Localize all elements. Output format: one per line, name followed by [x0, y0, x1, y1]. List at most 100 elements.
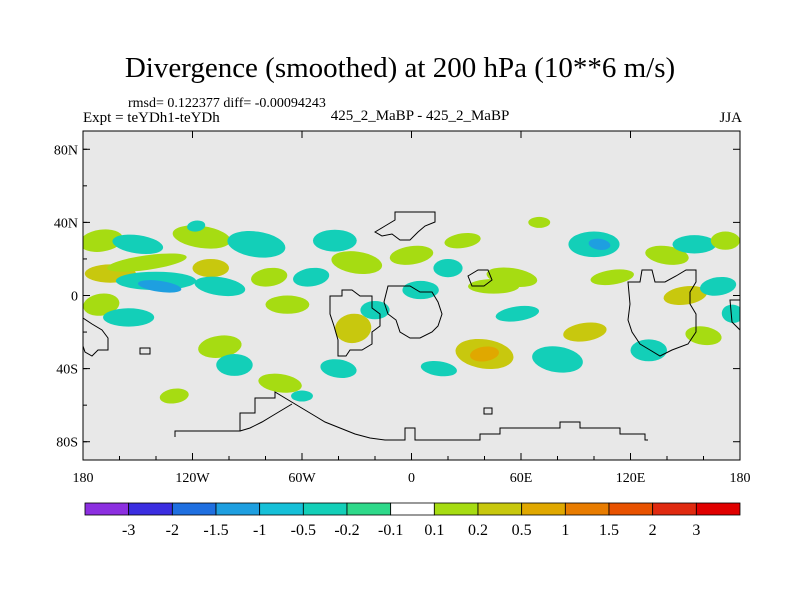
anomaly-blob	[486, 267, 538, 287]
anomaly-blob	[710, 231, 740, 250]
y-tick-label: 80S	[56, 436, 78, 451]
colorbar-box	[346, 502, 392, 516]
case-label: 425_2_MaBP - 425_2_MaBP	[330, 108, 510, 124]
colorbar-label: 0.2	[468, 522, 488, 539]
colorbar-label: 3	[692, 522, 700, 539]
anomaly-blob	[402, 280, 439, 300]
anomaly-blob	[187, 220, 206, 232]
y-tick-label: 40N	[54, 216, 78, 231]
colorbar-label: -0.1	[378, 522, 403, 539]
anomaly-blob	[107, 253, 187, 272]
x-axis: 180 120W 60W 0 60E 120E 180	[73, 131, 751, 486]
continent-outlines	[83, 211, 740, 441]
anomaly-blob	[112, 234, 164, 255]
anomaly-blob	[663, 285, 707, 306]
x-tick-label: 120W	[175, 471, 210, 486]
antarctica-outline	[174, 391, 648, 441]
anomaly-blob	[103, 308, 155, 327]
x-tick-label: 60W	[288, 471, 316, 486]
anomaly-blob	[216, 353, 253, 376]
anomaly-blob	[721, 304, 740, 323]
anomaly-blob	[334, 313, 372, 344]
anomaly-blob	[433, 258, 463, 278]
colorbar-label: -1.5	[203, 522, 228, 539]
anomaly-blob	[251, 267, 288, 287]
colorbar-label: -1	[253, 522, 266, 539]
anomaly-blob	[495, 305, 540, 322]
colorbar-box	[302, 502, 348, 516]
colorbar-box	[390, 502, 435, 516]
anomaly-blob	[699, 276, 737, 296]
x-tick-label: 180	[73, 471, 94, 486]
anomaly-blob	[470, 346, 499, 362]
y-tick-label: 80N	[54, 143, 78, 158]
colorbar-box	[477, 502, 523, 516]
antarctic-peninsula-outline	[239, 403, 293, 432]
colorbar-label: -0.2	[334, 522, 359, 539]
colorbar-box	[433, 502, 479, 516]
anomaly-blob	[528, 216, 551, 228]
colorbar-label: -2	[166, 522, 179, 539]
y-axis: 80N 40N 0 40S 80S	[54, 143, 740, 451]
anomaly-blob	[444, 232, 481, 249]
colorbar-box	[608, 502, 654, 516]
colorbar-label: 2	[649, 522, 657, 539]
colorbar-box	[171, 502, 217, 516]
colorbar-box	[215, 502, 261, 516]
anomaly-blob	[389, 245, 434, 265]
experiment-label: Expt = teYDh1-teYDh	[83, 110, 220, 126]
colorbar-label: 0.1	[424, 522, 444, 539]
island-outline-3	[467, 269, 493, 287]
colorbar-label: -0.5	[291, 522, 316, 539]
anomaly-blob	[590, 269, 634, 286]
colorbar-box	[84, 502, 130, 516]
anomaly-blob	[198, 335, 242, 358]
anomaly-blob	[172, 225, 231, 249]
stats-label: rmsd= 0.122377 diff= -0.00094243	[128, 96, 326, 111]
colorbar-box	[652, 502, 697, 516]
eurasia-outline	[374, 211, 436, 241]
x-tick-label: 120E	[616, 471, 646, 486]
colorbar-label: -3	[122, 522, 135, 539]
colorbar-label: 1	[561, 522, 569, 539]
north-america-outline	[83, 317, 109, 357]
anomaly-blob	[645, 245, 689, 265]
colorbar-label: 1.5	[599, 522, 619, 539]
colorbar-box	[564, 502, 610, 516]
x-tick-label: 0	[408, 471, 415, 486]
anomaly-field	[83, 216, 740, 404]
anomaly-blob	[685, 326, 722, 346]
anomaly-blob	[137, 280, 182, 293]
island-outline-1	[139, 347, 151, 355]
chart-title: Divergence (smoothed) at 200 hPa (10**6 …	[124, 52, 676, 84]
anomaly-blob	[293, 267, 330, 287]
anomaly-blob	[258, 373, 302, 393]
africa-outline	[383, 285, 443, 339]
anomaly-blob	[563, 322, 607, 342]
colorbar: -3 -2 -1.5 -1 -0.5 -0.2 -0.1 0.1 0.2 0.5 1 1.5 2 3	[84, 502, 741, 539]
anomaly-blob	[291, 390, 313, 402]
anomaly-blob	[83, 229, 123, 252]
anomaly-blob	[532, 346, 583, 373]
colorbar-label: 0.5	[512, 522, 532, 539]
anomaly-blob	[83, 293, 120, 316]
south-america-outline	[329, 289, 381, 357]
anomaly-blob	[265, 295, 310, 314]
x-tick-label: 180	[730, 471, 751, 486]
anomaly-blob	[194, 276, 246, 297]
island-outline-2	[483, 407, 493, 415]
anomaly-blob	[331, 251, 383, 275]
colorbar-box	[128, 502, 173, 516]
island-outline-4	[729, 299, 740, 331]
anomaly-blob	[159, 388, 189, 404]
colorbar-box	[259, 502, 304, 516]
anomaly-blob	[420, 360, 457, 377]
x-tick-label: 60E	[510, 471, 533, 486]
anomaly-blob	[320, 359, 357, 379]
y-tick-label: 0	[71, 290, 78, 305]
colorbar-box	[521, 502, 566, 516]
australia-outline	[627, 269, 697, 357]
anomaly-blob	[227, 231, 286, 258]
anomaly-blob	[192, 258, 229, 278]
